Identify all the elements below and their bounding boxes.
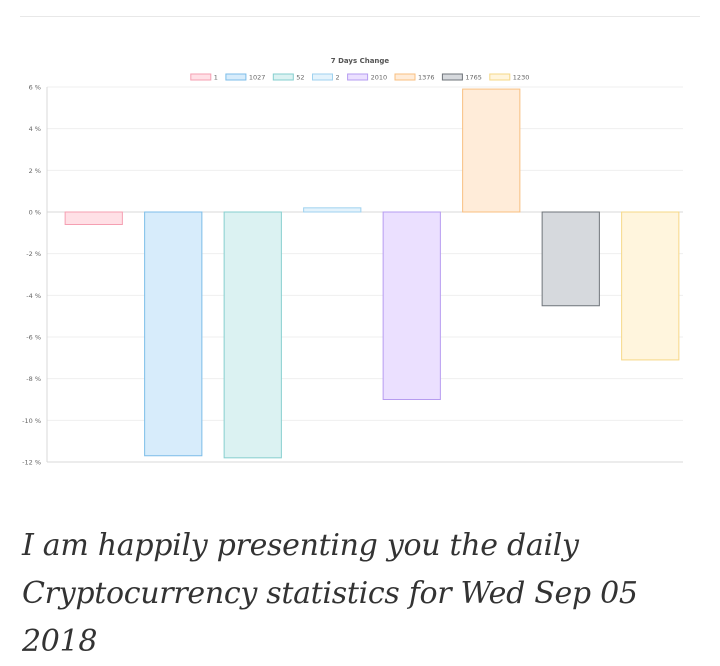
legend-swatch xyxy=(489,73,511,81)
legend-item-1376[interactable]: 1376 xyxy=(394,73,435,82)
legend-item-1[interactable]: 1 xyxy=(190,73,218,82)
legend-swatch xyxy=(225,73,247,81)
bar-1765[interactable] xyxy=(541,211,600,307)
bars xyxy=(64,88,680,459)
legend-label: 1765 xyxy=(465,74,482,82)
legend-swatch xyxy=(394,73,416,81)
chart-legend: 1 1027 52 2 2010 1376 1765 1230 xyxy=(190,73,530,82)
legend-swatch xyxy=(441,73,463,81)
y-tick-label: 6 % xyxy=(29,84,41,92)
y-tick-label: 0 % xyxy=(29,209,41,217)
top-divider xyxy=(20,16,700,17)
legend-label: 52 xyxy=(296,74,304,82)
chart-title: 7 Days Change xyxy=(331,57,390,65)
y-tick-label: -10 % xyxy=(22,417,41,425)
legend-label: 2010 xyxy=(371,74,388,82)
legend-swatch xyxy=(190,73,212,81)
y-axis: 6 % 4 % 2 % 0 % -2 % -4 % -6 % -8 % -10 % -12 % xyxy=(22,84,683,467)
y-tick-label: 2 % xyxy=(29,167,41,175)
y-tick-label: -4 % xyxy=(26,292,41,300)
legend-swatch xyxy=(347,73,369,81)
legend-item-52[interactable]: 52 xyxy=(272,73,305,82)
legend-label: 2 xyxy=(336,74,340,82)
bar-chart: 7 Days Change 1 1027 52 2 2010 1376 1765 1230 6… xyxy=(0,40,720,480)
y-tick-label: -12 % xyxy=(22,459,41,467)
legend-item-2[interactable]: 2 xyxy=(312,73,340,82)
post-caption: I am happily presenting you the daily Cr… xyxy=(22,528,638,659)
y-tick-label: -2 % xyxy=(26,250,41,258)
bar-2010[interactable] xyxy=(382,211,441,400)
legend-swatch xyxy=(312,73,333,81)
legend-label: 1230 xyxy=(513,74,530,82)
legend-item-1027[interactable]: 1027 xyxy=(225,73,266,82)
bar-2[interactable] xyxy=(303,207,362,213)
legend-label: 1027 xyxy=(249,74,266,82)
bar-1027[interactable] xyxy=(144,211,203,457)
y-tick-label: -8 % xyxy=(26,375,41,383)
bar-1[interactable] xyxy=(64,211,123,225)
legend-item-1765[interactable]: 1765 xyxy=(441,73,482,82)
legend-item-1230[interactable]: 1230 xyxy=(489,73,530,82)
bar-1376[interactable] xyxy=(462,88,521,213)
legend-label: 1376 xyxy=(418,74,435,82)
y-tick-label: -6 % xyxy=(26,334,41,342)
chart-svg: 7 Days Change 1 1027 52 2 2010 1376 1765 1230 6… xyxy=(22,57,683,467)
y-tick-label: 4 % xyxy=(29,125,41,133)
legend-label: 1 xyxy=(214,74,218,82)
legend-item-2010[interactable]: 2010 xyxy=(347,73,388,82)
legend-swatch xyxy=(272,73,294,81)
bar-52[interactable] xyxy=(223,211,282,459)
bar-1230[interactable] xyxy=(621,211,680,361)
